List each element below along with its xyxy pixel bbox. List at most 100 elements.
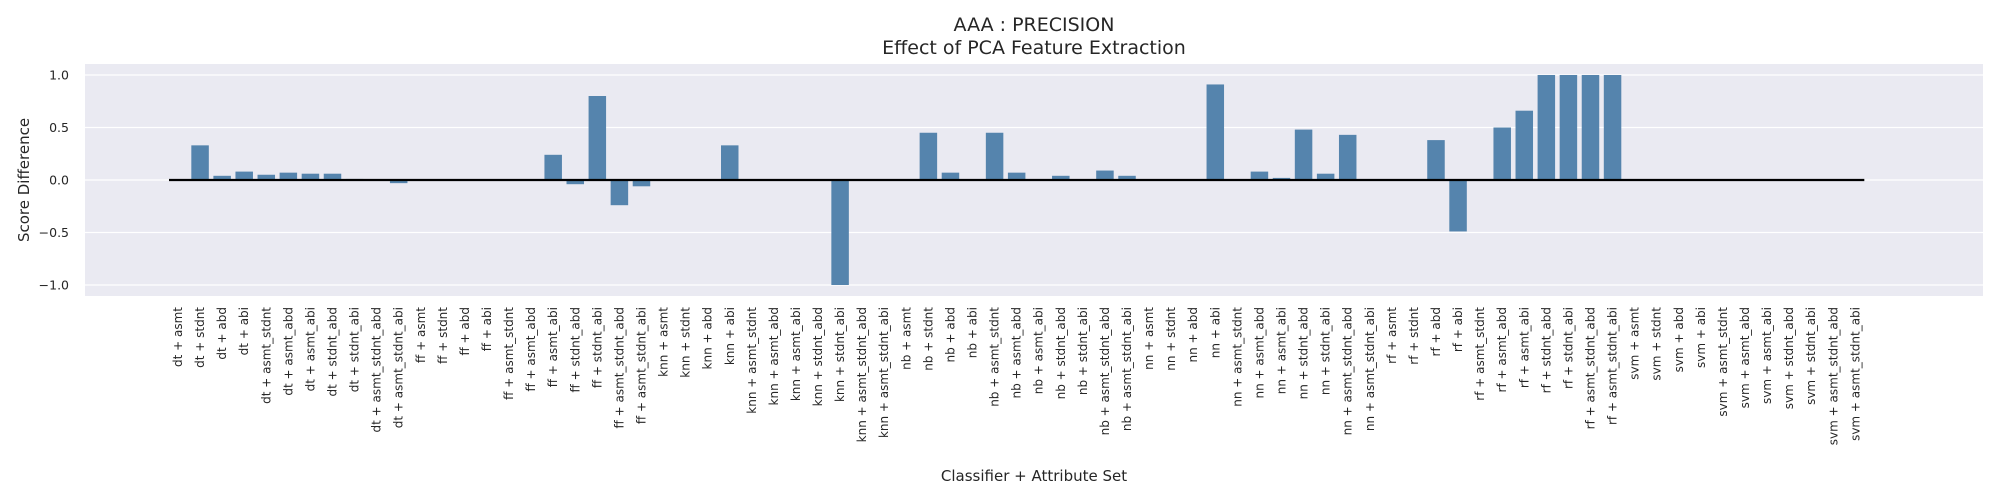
x-tick-label: svm + asmt_stdnt [1716,307,1730,417]
x-tick-label: svm + asmt_abi [1760,307,1774,404]
x-tick-label: rf + abi [1451,307,1465,352]
x-tick-label: knn + stdnt_abi [833,307,847,402]
x-tick-label: nn + stdnt_abi [1319,307,1333,395]
bar [257,174,276,180]
x-tick-label: svm + stdnt_abd [1782,307,1796,409]
x-tick-label: dt + asmt_stdnt_abi [392,307,406,428]
y-tick-label: 0.5 [49,120,69,135]
x-tick-label: nb + asmt [899,307,913,370]
bar [1559,75,1578,180]
x-tick-label: knn + asmt_stdnt_abd [855,307,869,442]
bar [1007,172,1026,180]
y-tick-label: 0.0 [49,173,69,188]
x-tick-label: nn + asmt [1142,307,1156,370]
x-tick-label: rf + stdnt_abd [1539,307,1553,393]
bar [1206,84,1225,180]
x-tick-label: rf + stdnt_abi [1561,307,1575,389]
x-tick-label: knn + stdnt [679,307,693,378]
x-tick-label: dt + asmt_stdnt_abd [370,307,384,432]
x-axis-label: Classifier + Attribute Set [941,467,1127,485]
x-tick-label: ff + asmt [414,307,428,363]
x-tick-label: nn + stdnt [1164,307,1178,371]
x-tick-label: ff + asmt_stdnt_abd [612,307,626,428]
x-tick-label: knn + abi [723,307,737,365]
x-tick-label: nb + asmt_stdnt_abi [1120,307,1134,431]
bar [1537,75,1556,180]
x-tick-label: nb + asmt_stdnt [988,307,1002,407]
bar [985,132,1004,180]
x-tick-label: rf + asmt_abd [1495,307,1509,392]
bar [323,173,342,180]
bar [831,180,849,285]
x-tick-label: dt + stdnt [193,307,207,368]
bar [279,172,298,180]
x-tick-label: dt + stdnt_abd [325,307,339,396]
x-tick-label: ff + stdnt_abi [590,307,604,388]
x-tick-label: rf + asmt_stdnt [1473,307,1487,401]
y-axis-label: Score Difference [15,118,33,242]
x-tick-label: ff + asmt_abi [546,307,560,387]
bar [1118,175,1136,180]
x-tick-label: svm + asmt_abd [1738,307,1752,408]
x-tick-label: nb + stdnt_abd [1054,307,1068,399]
bar [919,132,938,180]
chart-title: AAA : PRECISION [954,14,1115,36]
bar [632,180,651,187]
x-axis-ticks: dt + asmt dt + stdnt dt + abd dt + abi dt + … [171,307,1862,445]
x-tick-label: dt + asmt_abi [303,307,317,391]
x-tick-label: nb + stdnt_abi [1076,307,1090,395]
x-tick-label: nn + stdnt_abd [1297,307,1311,399]
bar [1250,171,1269,180]
x-tick-label: knn + asmt_stdnt [745,307,759,414]
bar [301,173,320,180]
bars [191,75,1622,285]
x-tick-label: nn + asmt_abi [1275,307,1289,394]
x-tick-label: nb + asmt_abi [1032,307,1046,394]
x-tick-label: nb + abi [966,307,980,358]
bar [610,180,629,206]
x-tick-label: dt + stdnt_abi [348,307,362,392]
bar [1316,173,1335,180]
bar [191,145,209,180]
bar [566,180,585,185]
x-tick-label: knn + asmt_abd [767,307,781,405]
x-tick-label: dt + abi [237,307,251,355]
x-tick-label: ff + abi [480,307,494,351]
x-tick-label: nn + asmt_stdnt_abi [1363,307,1377,431]
bar [1338,134,1357,180]
x-tick-label: rf + asmt_abi [1517,307,1531,388]
x-tick-label: nb + stdnt [921,307,935,371]
x-tick-label: ff + asmt_stdnt_abi [634,307,648,424]
x-tick-label: svm + stdnt_abi [1804,307,1818,405]
bar [1294,129,1313,180]
x-tick-label: svm + asmt [1628,307,1642,380]
x-tick-label: knn + asmt [657,307,671,377]
y-tick-label: −1.0 [39,278,69,293]
bar [1052,175,1070,180]
x-tick-label: knn + abd [701,307,715,369]
x-tick-label: dt + abd [215,307,229,360]
x-tick-label: ff + asmt_stdnt [502,307,516,400]
x-tick-label: dt + asmt [171,307,185,367]
x-tick-label: knn + asmt_abi [789,307,803,401]
x-tick-label: dt + asmt_stdnt [259,307,273,404]
y-axis-ticks: 1.0 0.5 0.0 −0.5 −1.0 [39,68,69,293]
bar [213,175,231,180]
x-tick-label: svm + asmt_stdnt_abi [1848,307,1862,441]
x-tick-label: svm + stdnt [1650,307,1664,381]
x-tick-label: nn + asmt_stdnt [1230,307,1244,407]
bar [1493,127,1511,180]
bar [235,171,253,180]
x-tick-label: rf + abd [1429,307,1443,356]
x-tick-label: rf + asmt [1385,307,1399,364]
chart-subtitle: Effect of PCA Feature Extraction [882,37,1186,59]
x-tick-label: ff + abd [458,307,472,356]
bar [1581,75,1600,180]
x-tick-label: nb + asmt_stdnt_abd [1098,307,1112,435]
y-tick-label: 1.0 [49,68,69,83]
x-tick-label: rf + stdnt [1407,307,1421,365]
x-tick-label: ff + stdnt_abd [568,307,582,392]
bar [1096,170,1114,180]
x-tick-label: knn + asmt_stdnt_abi [877,307,891,438]
